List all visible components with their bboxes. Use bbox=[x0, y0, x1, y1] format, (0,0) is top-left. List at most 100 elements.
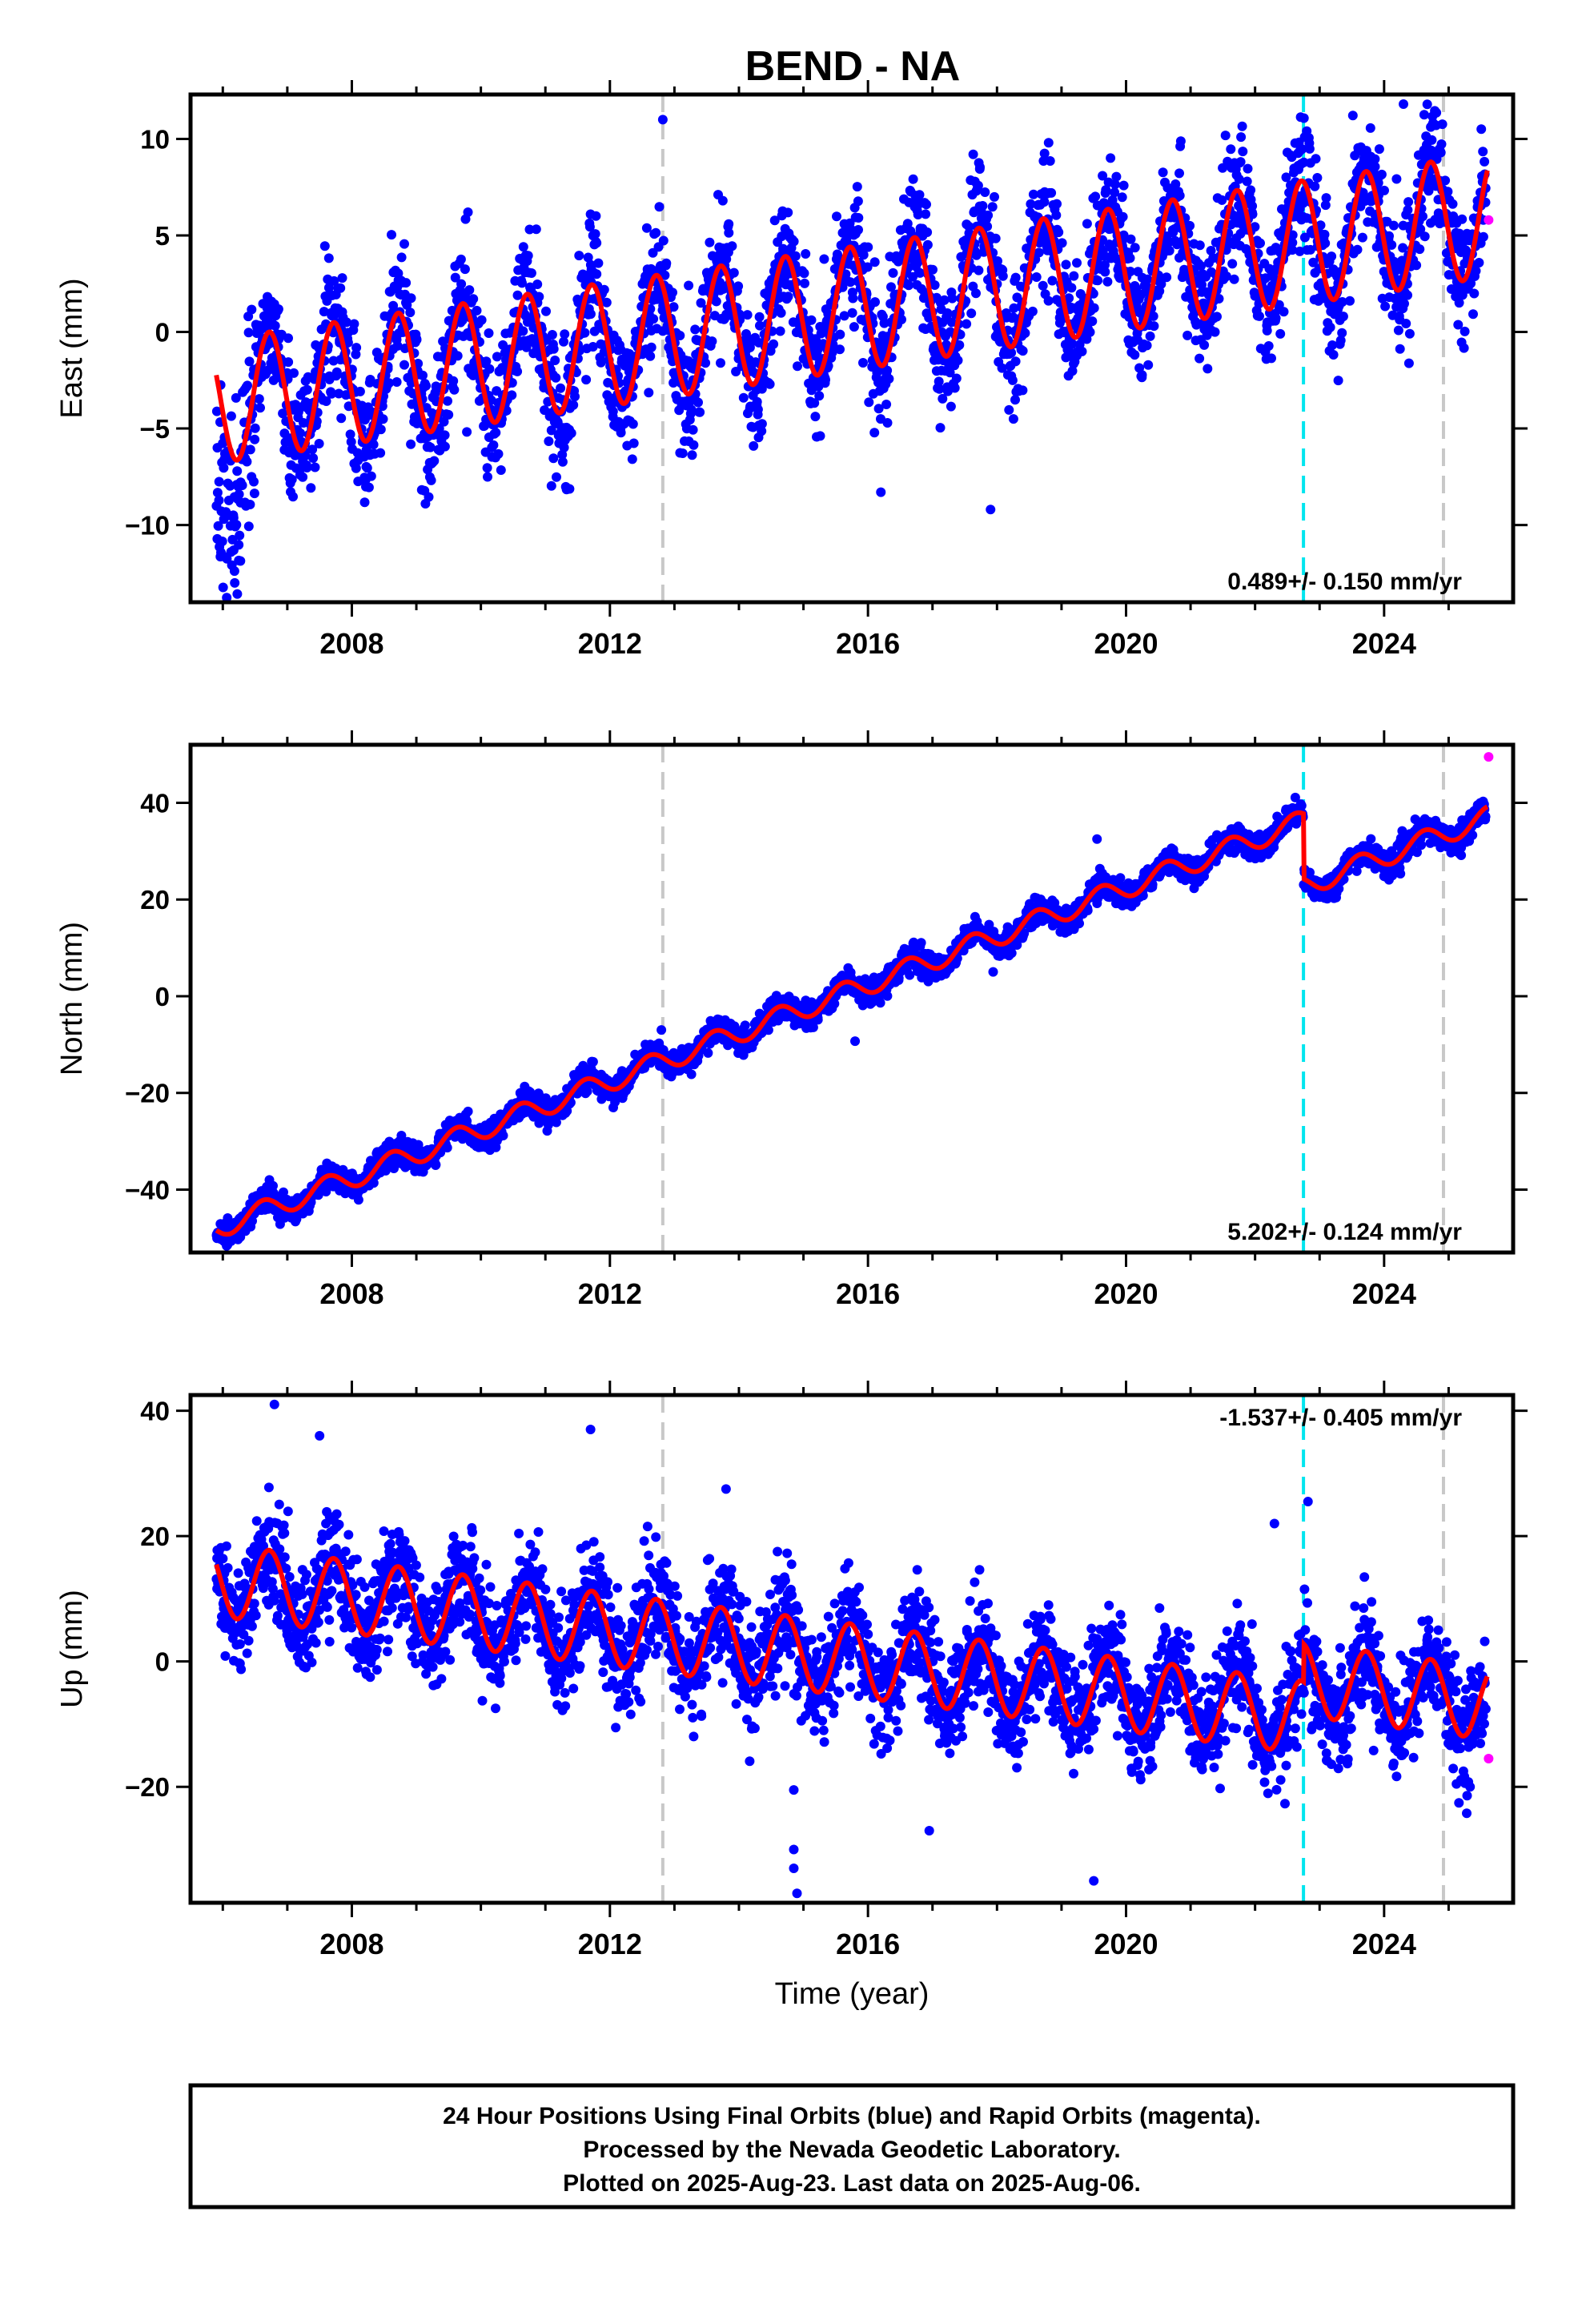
data-point bbox=[835, 329, 845, 340]
data-point bbox=[1039, 197, 1050, 207]
data-point bbox=[1345, 296, 1355, 306]
data-point bbox=[1327, 340, 1338, 350]
outlier-point bbox=[1043, 138, 1054, 148]
data-point bbox=[1419, 231, 1430, 242]
data-point bbox=[845, 277, 856, 287]
data-point bbox=[1274, 300, 1284, 310]
y-tick-label: −10 bbox=[125, 511, 170, 541]
data-point bbox=[908, 174, 918, 184]
plot-area bbox=[211, 94, 1494, 602]
data-point bbox=[884, 374, 894, 384]
data-point bbox=[1061, 259, 1071, 270]
data-point bbox=[226, 411, 236, 421]
data-point bbox=[853, 196, 863, 207]
data-point bbox=[819, 254, 829, 264]
data-point bbox=[599, 284, 609, 295]
data-point bbox=[1312, 173, 1323, 183]
data-point bbox=[1263, 341, 1274, 351]
data-point bbox=[1028, 189, 1038, 199]
data-point bbox=[863, 242, 873, 252]
data-point bbox=[546, 425, 556, 436]
data-point bbox=[1067, 366, 1078, 376]
data-point bbox=[231, 392, 241, 403]
data-point bbox=[809, 398, 820, 408]
data-point bbox=[440, 441, 450, 452]
data-point bbox=[693, 397, 703, 408]
data-point bbox=[283, 333, 293, 344]
data-point bbox=[799, 268, 809, 279]
data-point bbox=[998, 271, 1008, 281]
data-point bbox=[724, 227, 734, 238]
data-point bbox=[507, 390, 517, 400]
data-point bbox=[839, 311, 849, 321]
data-point bbox=[557, 456, 568, 467]
data-point bbox=[270, 320, 280, 331]
data-point bbox=[393, 268, 404, 279]
data-point bbox=[858, 250, 869, 260]
data-point bbox=[707, 336, 717, 347]
data-point bbox=[523, 251, 533, 261]
data-point bbox=[1304, 143, 1315, 154]
data-point bbox=[1010, 395, 1020, 405]
data-point bbox=[1235, 157, 1246, 167]
data-point bbox=[243, 380, 252, 391]
data-point bbox=[869, 257, 880, 267]
data-point bbox=[754, 312, 765, 322]
data-point bbox=[922, 239, 933, 250]
data-point bbox=[939, 295, 950, 305]
data-point bbox=[483, 472, 492, 482]
data-point bbox=[1255, 238, 1265, 248]
data-point bbox=[1337, 297, 1347, 307]
data-point bbox=[1321, 193, 1331, 203]
data-point bbox=[718, 283, 729, 294]
y-tick-label: 10 bbox=[140, 124, 170, 154]
data-point bbox=[1436, 139, 1447, 149]
data-point bbox=[328, 356, 339, 366]
outlier-point bbox=[463, 207, 473, 218]
data-point bbox=[689, 440, 699, 450]
data-point bbox=[1478, 147, 1488, 157]
data-point bbox=[705, 237, 715, 247]
data-point bbox=[217, 537, 227, 546]
plot-frame bbox=[188, 92, 1516, 605]
data-point bbox=[222, 593, 232, 602]
data-point bbox=[801, 249, 811, 259]
data-point bbox=[1199, 340, 1210, 350]
data-point bbox=[1399, 299, 1409, 309]
data-point bbox=[881, 400, 892, 409]
data-point bbox=[757, 426, 767, 436]
data-point bbox=[544, 436, 554, 446]
data-point bbox=[254, 394, 264, 404]
data-point bbox=[1203, 364, 1213, 374]
data-point bbox=[1243, 163, 1253, 174]
data-point bbox=[829, 263, 840, 274]
data-point bbox=[592, 238, 602, 248]
data-point bbox=[1085, 327, 1095, 337]
data-point bbox=[654, 202, 665, 212]
data-point bbox=[551, 372, 561, 383]
x-tick-label: 2020 bbox=[1094, 627, 1158, 660]
data-point bbox=[1338, 312, 1348, 322]
data-point bbox=[897, 315, 906, 324]
data-point bbox=[1419, 110, 1429, 120]
data-point bbox=[242, 456, 252, 467]
data-point bbox=[1308, 257, 1319, 267]
data-point bbox=[343, 337, 353, 348]
data-point bbox=[677, 448, 688, 458]
data-point bbox=[646, 342, 656, 352]
data-point bbox=[982, 221, 993, 231]
data-point bbox=[1459, 343, 1469, 353]
data-point bbox=[218, 582, 228, 593]
data-point bbox=[765, 379, 775, 389]
data-point bbox=[1415, 224, 1426, 235]
data-point bbox=[439, 416, 449, 427]
outlier-point bbox=[717, 195, 728, 206]
data-point bbox=[1370, 154, 1380, 164]
data-point bbox=[421, 380, 431, 391]
data-point bbox=[425, 442, 436, 452]
data-point bbox=[1197, 279, 1207, 290]
data-point bbox=[548, 344, 559, 354]
data-point bbox=[753, 404, 763, 415]
data-point bbox=[1054, 227, 1064, 237]
data-point bbox=[552, 472, 561, 482]
